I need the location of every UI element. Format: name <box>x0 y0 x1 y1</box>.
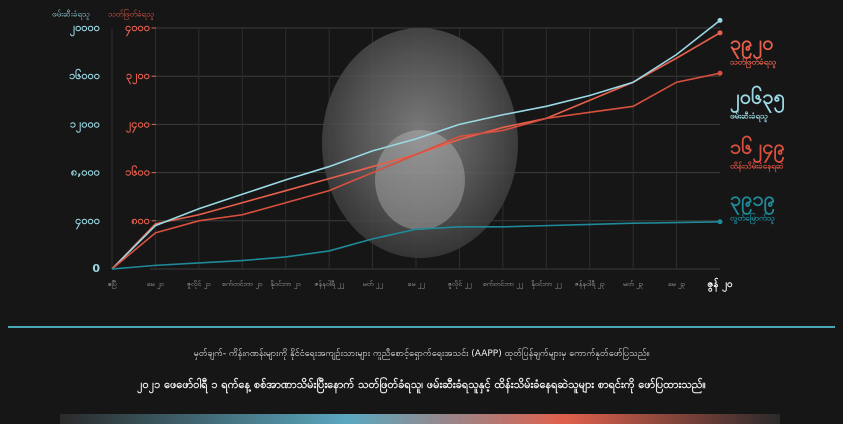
y-tick-label: ၄၀၀၀ <box>75 214 100 230</box>
bottom-strip <box>60 414 780 424</box>
y2-tick-label: ၁၆၀၀ <box>125 166 150 179</box>
source-text: မှတ်ချက်- ကိန်းဂဏန်းများကို နိုင်ငံရေးအက… <box>193 349 650 359</box>
legend-label: ထိန်းသိမ်းခံနေရဆဲ <box>730 161 784 174</box>
end-point <box>717 17 723 23</box>
y-tick-label: ၂၀၀၀၀ <box>70 21 100 37</box>
end-point <box>717 30 723 36</box>
x-tick-label: စက်တင်ဘာ ၂၁ <box>222 280 263 289</box>
series-line <box>111 19 721 270</box>
portrait-photo <box>322 28 518 258</box>
series-line <box>111 72 721 270</box>
y2-tick-label: ၄၀၀၀ <box>125 21 150 37</box>
end-point <box>717 70 723 76</box>
end-value-label: ၃၉၂၀ <box>730 31 774 60</box>
end-point <box>717 219 723 225</box>
x-tick-label: မေ ၂၁ <box>147 280 164 289</box>
y-tick-label: ၈,၀၀၀ <box>71 166 100 179</box>
x-tick-label: နိုဝင်ဘာ ၂၁ <box>270 280 301 289</box>
end-value-label: ၃၉၁၉ <box>730 187 775 216</box>
y2-tick-label: ၈၀၀ <box>131 214 150 227</box>
y2-tick-label: ၃၂၀၀ <box>126 69 150 85</box>
note-text: ၂၀၂၁ ဖေဖော်ဝါရီ ၁ ရက်နေ့ စစ်အာဏာသိမ်းပြီ… <box>137 378 706 391</box>
x-tick-label: ဇန်နဝါရီ ၂၂ <box>314 280 344 289</box>
x-tick-label: ဇွန် ၂၀ <box>707 277 732 293</box>
x-tick-label: မတ် ၂၃ <box>623 280 643 289</box>
x-tick-label: ဇူလိုင် ၂၁ <box>187 280 211 289</box>
x-tick-label: ဧပြီ <box>107 280 116 289</box>
legend-label: လွတ်မြောက်သူ <box>730 213 775 226</box>
series-line <box>111 220 721 270</box>
y-tick-label: ၁၆၀၀၀ <box>69 69 100 82</box>
divider <box>8 326 835 328</box>
legend-label: ဖမ်းဆီးခံရသူ <box>730 111 768 124</box>
y2-axis-label: သတ်ဖြတ်ခံရသူ <box>108 9 154 21</box>
x-tick-label: ဇူလိုင် ၂၂ <box>448 280 472 289</box>
x-tick-label: နိုဝင်ဘာ ၂၂ <box>531 280 561 289</box>
x-tick-label: စက်တင်ဘာ ၂၂ <box>483 280 523 289</box>
end-value-label: ၁၆၂၄၉ <box>730 135 785 164</box>
end-value-label: ၂၀၆၃၅ <box>730 85 785 114</box>
x-tick-label: မေ ၂၂ <box>408 280 425 289</box>
x-tick-label: မေ ၂၃ <box>668 280 685 289</box>
y2-tick-label: ၂၄၀၀ <box>126 117 150 133</box>
x-tick-label: ဇန်နဝါရီ ၂၃ <box>575 280 605 289</box>
x-tick-label: မတ် ၂၂ <box>363 280 383 289</box>
y-axis-label: ဖမ်းဆီးခံရသူ <box>52 9 90 21</box>
y-tick-label: ၁၂၀၀၀ <box>70 117 100 133</box>
y-tick-label: 0 <box>92 262 100 275</box>
legend-label: သတ်ဖြတ်ခံရသူ <box>729 57 776 70</box>
portrait-beard <box>375 130 465 230</box>
chart: ဖမ်းဆီးခံရသူ သတ်ဖြတ်ခံရသူ 0၄၀၀၀၈,၀၀၀၁၂၀၀… <box>52 9 785 294</box>
